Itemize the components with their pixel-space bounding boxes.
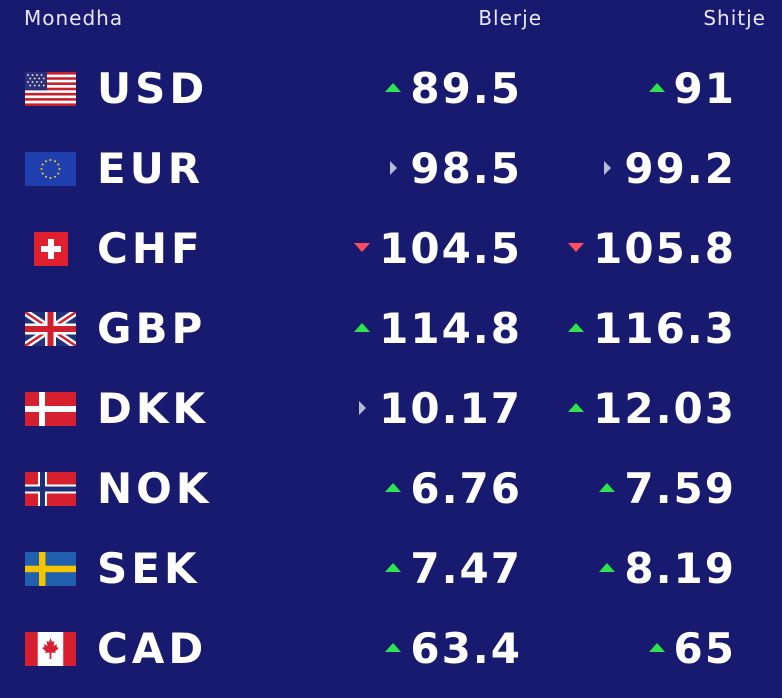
sell-value: 99.2 — [624, 144, 736, 193]
buy-rate: 7.47 — [384, 544, 522, 594]
ca-flag-icon — [25, 632, 76, 666]
buy-rate: 89.5 — [384, 64, 522, 114]
eu-flag-icon — [25, 152, 76, 186]
ch-flag-icon — [34, 232, 68, 266]
trend-down-icon — [567, 243, 585, 255]
buy-value: 98.5 — [410, 144, 522, 193]
trend-up-icon — [598, 483, 616, 495]
trend-up-icon — [384, 563, 402, 575]
trend-up-icon — [384, 83, 402, 95]
sell-rate: 105.8 — [567, 224, 736, 274]
trend-down-icon — [353, 243, 371, 255]
trend-up-icon — [648, 643, 666, 655]
table-row: CHF 104.5 105.8 — [0, 210, 782, 290]
buy-rate: 114.8 — [353, 304, 522, 354]
trend-unchanged-icon — [353, 401, 371, 415]
header-buy: Blerje — [478, 6, 542, 30]
sell-value: 12.03 — [593, 384, 736, 433]
table-row: GBP 114.8 116.3 — [0, 290, 782, 370]
currency-code: GBP — [97, 304, 207, 353]
trend-up-icon — [353, 323, 371, 335]
trend-up-icon — [384, 643, 402, 655]
sell-rate: 12.03 — [567, 384, 736, 434]
buy-rate: 104.5 — [353, 224, 522, 274]
buy-value: 114.8 — [379, 304, 522, 353]
buy-rate: 6.76 — [384, 464, 522, 514]
buy-rate: 10.17 — [353, 384, 522, 434]
no-flag-icon — [25, 472, 76, 506]
us-flag-icon — [25, 72, 76, 106]
header-currency: Monedha — [24, 6, 124, 30]
header-sell: Shitje — [703, 6, 766, 30]
trend-unchanged-icon — [598, 161, 616, 175]
sell-value: 65 — [673, 624, 736, 673]
buy-rate: 98.5 — [384, 144, 522, 194]
sell-value: 7.59 — [624, 464, 736, 513]
sell-value: 8.19 — [624, 544, 736, 593]
trend-up-icon — [567, 403, 585, 415]
sell-value: 116.3 — [593, 304, 736, 353]
gb-flag-icon — [25, 312, 76, 346]
currency-code: DKK — [97, 384, 209, 433]
currency-code: USD — [97, 64, 209, 113]
currency-code: SEK — [97, 544, 201, 593]
rates-table: USD 89.5 91 — [0, 50, 782, 690]
sell-rate: 8.19 — [598, 544, 736, 594]
buy-value: 7.47 — [410, 544, 522, 593]
buy-value: 104.5 — [379, 224, 522, 273]
currency-code: EUR — [97, 144, 205, 193]
currency-code: CAD — [97, 624, 208, 673]
currency-code: NOK — [97, 464, 213, 513]
table-row: CAD 63.4 65 — [0, 610, 782, 690]
sell-rate: 116.3 — [567, 304, 736, 354]
se-flag-icon — [25, 552, 76, 586]
table-row: NOK 6.76 7.59 — [0, 450, 782, 530]
sell-rate: 7.59 — [598, 464, 736, 514]
sell-rate: 91 — [648, 64, 736, 114]
trend-up-icon — [384, 483, 402, 495]
sell-rate: 99.2 — [598, 144, 736, 194]
buy-rate: 63.4 — [384, 624, 522, 674]
dk-flag-icon — [25, 392, 76, 426]
table-row: EUR 98.5 99.2 — [0, 130, 782, 210]
table-row: USD 89.5 91 — [0, 50, 782, 130]
buy-value: 63.4 — [410, 624, 522, 673]
sell-value: 91 — [673, 64, 736, 113]
trend-unchanged-icon — [384, 161, 402, 175]
buy-value: 89.5 — [410, 64, 522, 113]
table-row: SEK 7.47 8.19 — [0, 530, 782, 610]
sell-rate: 65 — [648, 624, 736, 674]
currency-code: CHF — [97, 224, 204, 273]
trend-up-icon — [598, 563, 616, 575]
sell-value: 105.8 — [593, 224, 736, 273]
trend-up-icon — [648, 83, 666, 95]
table-row: DKK 10.17 12.03 — [0, 370, 782, 450]
buy-value: 10.17 — [379, 384, 522, 433]
trend-up-icon — [567, 323, 585, 335]
table-header: Monedha Blerje Shitje — [0, 0, 782, 40]
buy-value: 6.76 — [410, 464, 522, 513]
